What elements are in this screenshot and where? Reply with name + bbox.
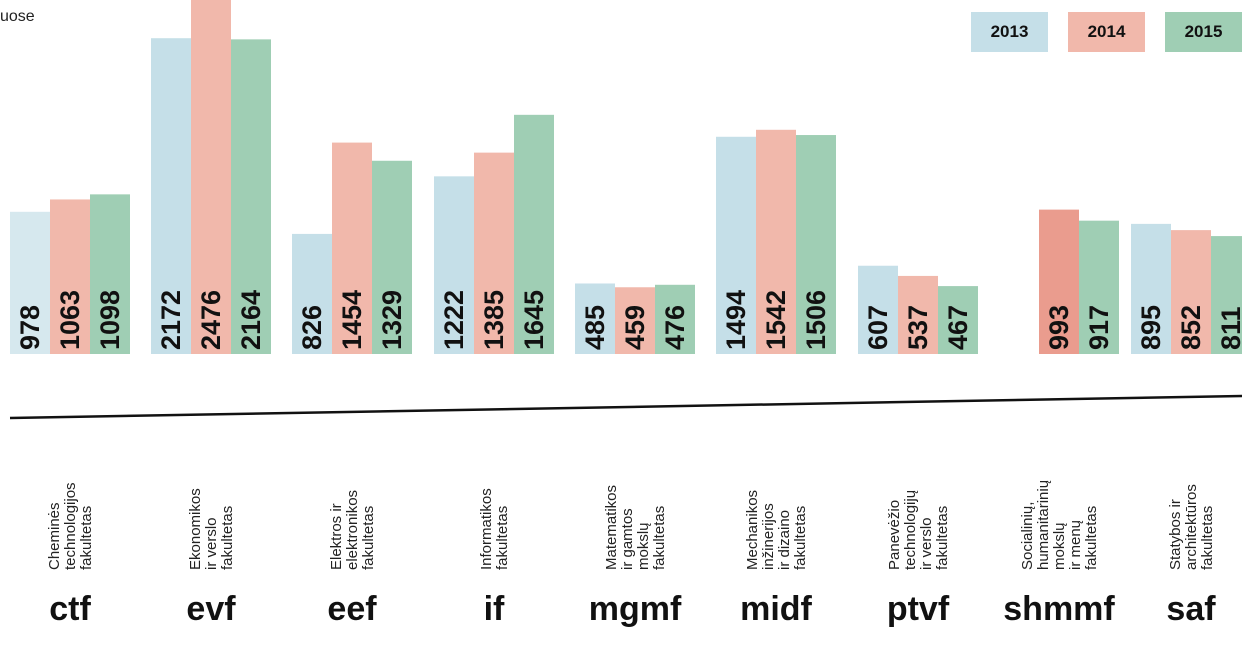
data-label-saf-2014: 852 xyxy=(1176,305,1206,350)
x-axis-line xyxy=(9,394,1242,420)
bar-shmmf-2015 xyxy=(1079,220,1119,354)
category-label-ctf-line-1: technologijos xyxy=(62,482,79,570)
category-code-evf: evf xyxy=(186,590,236,628)
data-label-evf-2015: 2164 xyxy=(236,290,266,350)
data-label-mgmf-2014: 459 xyxy=(620,305,650,350)
category-label-ptvf-line-3: fakultetas xyxy=(934,506,951,570)
category-label-ptvf-line-1: technologijų xyxy=(902,490,919,570)
category-label-ptvf-line-0: Panevėžio xyxy=(886,500,903,570)
bar-ptvf-2014 xyxy=(898,275,938,354)
bar-midf-2013 xyxy=(716,136,756,354)
category-label-saf-line-1: architektūros xyxy=(1183,484,1200,570)
legend-item-2015: 2015 xyxy=(1165,12,1242,52)
category-code-if: if xyxy=(484,590,505,628)
category-label-mgmf-line-3: fakultetas xyxy=(651,506,668,570)
bar-midf-2014 xyxy=(756,129,796,354)
legend-item-2014: 2014 xyxy=(1068,12,1145,52)
data-label-if-2013: 1222 xyxy=(439,290,469,350)
category-label-ctf-line-0: Cheminės xyxy=(46,502,63,570)
bar-ctf-2013 xyxy=(10,211,50,354)
category-code-shmmf: shmmf xyxy=(1003,590,1115,628)
category-code-mgmf: mgmf xyxy=(589,590,682,628)
legend: 2013 2014 2015 xyxy=(971,12,1242,52)
category-label-mgmf-line-0: Matematikos xyxy=(603,485,620,570)
category-label-if-line-0: Informatikos xyxy=(478,488,495,570)
data-label-saf-2015: 811 xyxy=(1216,306,1242,350)
bar-ptvf-2013 xyxy=(858,265,898,354)
legend-item-2013: 2013 xyxy=(971,12,1048,52)
category-label-midf-line-2: ir dizaino xyxy=(776,510,793,570)
category-code-saf: saf xyxy=(1166,590,1216,628)
bar-saf-2013 xyxy=(1131,223,1171,354)
data-label-ctf-2015: 1098 xyxy=(95,290,125,350)
category-code-ptvf: ptvf xyxy=(887,590,950,628)
category-code-midf: midf xyxy=(740,590,812,628)
data-label-eef-2014: 1454 xyxy=(337,290,367,350)
category-code-ctf: ctf xyxy=(49,590,91,628)
data-label-ctf-2014: 1063 xyxy=(55,290,85,350)
data-label-eef-2015: 1329 xyxy=(377,290,407,350)
category-label-evf-line-2: fakultetas xyxy=(219,506,236,570)
category-label-evf-line-0: Ekonomikos xyxy=(187,488,204,570)
data-label-eef-2013: 826 xyxy=(297,305,327,350)
category-label-mgmf-line-1: ir gamtos xyxy=(619,508,636,570)
category-label-ctf-line-2: fakultetas xyxy=(78,506,95,570)
data-label-saf-2013: 895 xyxy=(1136,305,1166,350)
category-label-evf-line-1: ir verslo xyxy=(203,517,220,570)
data-label-mgmf-2013: 485 xyxy=(580,305,610,350)
bar-ctf-2014 xyxy=(50,199,90,354)
data-label-mgmf-2015: 476 xyxy=(660,305,690,350)
bar-midf-2015 xyxy=(796,135,836,354)
data-label-midf-2015: 1506 xyxy=(801,290,831,350)
data-label-ctf-2013: 978 xyxy=(15,305,45,350)
category-label-shmmf-line-1: humanitarinių xyxy=(1035,480,1052,570)
data-label-midf-2013: 1494 xyxy=(721,290,751,350)
bar-saf-2014 xyxy=(1171,230,1211,354)
bar-eef-2014 xyxy=(332,142,372,354)
category-label-midf-line-1: inžinerijos xyxy=(760,503,777,570)
bar-mgmf-2015 xyxy=(655,284,695,354)
bar-if-2013 xyxy=(434,176,474,354)
bar-ctf-2015 xyxy=(90,194,130,354)
category-label-if-line-1: fakultetas xyxy=(494,506,511,570)
data-label-shmmf-2015: 917 xyxy=(1084,305,1114,350)
category-label-midf-line-0: Mechanikos xyxy=(744,490,761,570)
category-label-ptvf-line-2: ir verslo xyxy=(918,517,935,570)
bar-evf-2015 xyxy=(231,39,271,354)
bar-mgmf-2014 xyxy=(615,287,655,354)
bar-shmmf-2014 xyxy=(1039,209,1079,354)
category-code-eef: eef xyxy=(327,590,377,628)
chart-title-fragment: uose xyxy=(0,8,35,25)
data-label-evf-2013: 2172 xyxy=(156,290,186,350)
data-label-ptvf-2015: 467 xyxy=(943,305,973,350)
category-label-eef-line-0: Elektros ir xyxy=(328,503,345,570)
bar-evf-2013 xyxy=(151,38,191,355)
category-label-saf-line-0: Statybos ir xyxy=(1167,499,1184,570)
bar-if-2015 xyxy=(514,114,554,354)
bar-eef-2015 xyxy=(372,160,412,354)
data-label-ptvf-2014: 537 xyxy=(903,305,933,350)
bar-eef-2013 xyxy=(292,233,332,354)
data-label-ptvf-2013: 607 xyxy=(863,305,893,350)
category-label-shmmf-line-3: ir menų xyxy=(1067,520,1084,570)
bar-mgmf-2013 xyxy=(575,283,615,354)
category-label-shmmf-line-2: mokslų xyxy=(1051,522,1068,570)
bar-if-2014 xyxy=(474,152,514,354)
bar-saf-2015 xyxy=(1211,236,1242,354)
data-label-midf-2014: 1542 xyxy=(761,290,791,350)
bar-evf-2014 xyxy=(191,0,231,354)
data-label-if-2014: 1385 xyxy=(479,290,509,350)
data-label-if-2015: 1645 xyxy=(519,290,549,350)
category-label-midf-line-3: fakultetas xyxy=(792,506,809,570)
category-label-shmmf-line-0: Socialinių, xyxy=(1019,502,1036,570)
category-label-eef-line-1: elektronikos xyxy=(344,490,361,570)
category-label-mgmf-line-2: mokslų xyxy=(635,522,652,570)
category-label-shmmf-line-4: fakultetas xyxy=(1083,506,1100,570)
data-label-evf-2014: 2476 xyxy=(196,290,226,350)
category-label-eef-line-2: fakultetas xyxy=(360,506,377,570)
bar-ptvf-2015 xyxy=(938,286,978,354)
data-label-shmmf-2014: 993 xyxy=(1044,305,1074,350)
category-label-saf-line-2: fakultetas xyxy=(1199,506,1216,570)
